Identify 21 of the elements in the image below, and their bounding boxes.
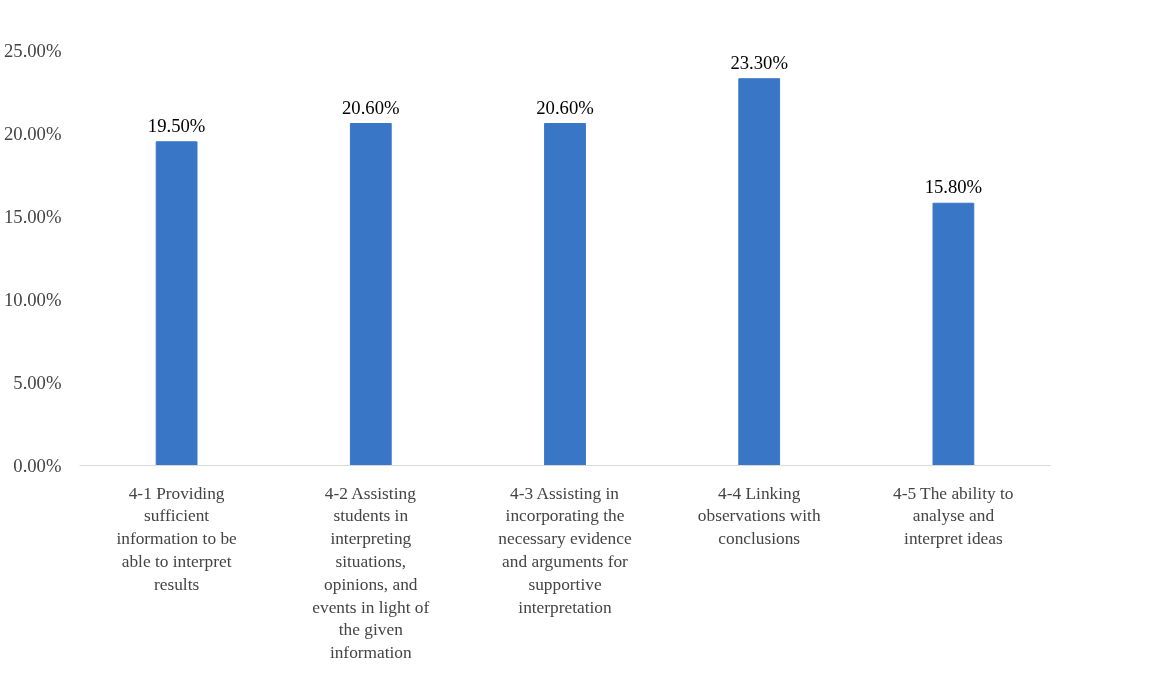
bar: [349, 123, 392, 466]
bar: [932, 202, 975, 466]
data-label: 23.30%: [730, 51, 788, 73]
y-tick-label: 20.00%: [3, 123, 62, 144]
y-tick-label: 25.00%: [3, 40, 62, 61]
y-tick-label: 0.00%: [13, 455, 62, 476]
bar: [155, 141, 198, 466]
bar: [738, 78, 781, 466]
x-tick-label: 4-1 Providing sufficient information to be able to interpret results: [116, 483, 238, 594]
data-label: 20.60%: [342, 96, 400, 118]
y-tick-label: 5.00%: [13, 372, 62, 393]
y-tick-label: 10.00%: [3, 289, 62, 310]
bar: [544, 123, 586, 466]
x-tick-label: 4-3 Assisting in incorporating the necessary evidence and arguments for supportive interpretation: [498, 483, 632, 617]
x-tick-label: 4-2 Assisting students in interpreting situations, opinions, and events in light of the given information: [312, 483, 430, 663]
x-tick-label: 4-5 The ability to analyse and interpret ideas: [893, 483, 1014, 549]
data-label: 19.50%: [147, 114, 206, 136]
data-label: 15.80%: [924, 176, 983, 198]
x-tick-label: 4-4 Linking observations with conclusions: [697, 483, 821, 549]
y-tick-label: 15.00%: [3, 206, 62, 227]
data-label: 20.60%: [536, 96, 594, 118]
